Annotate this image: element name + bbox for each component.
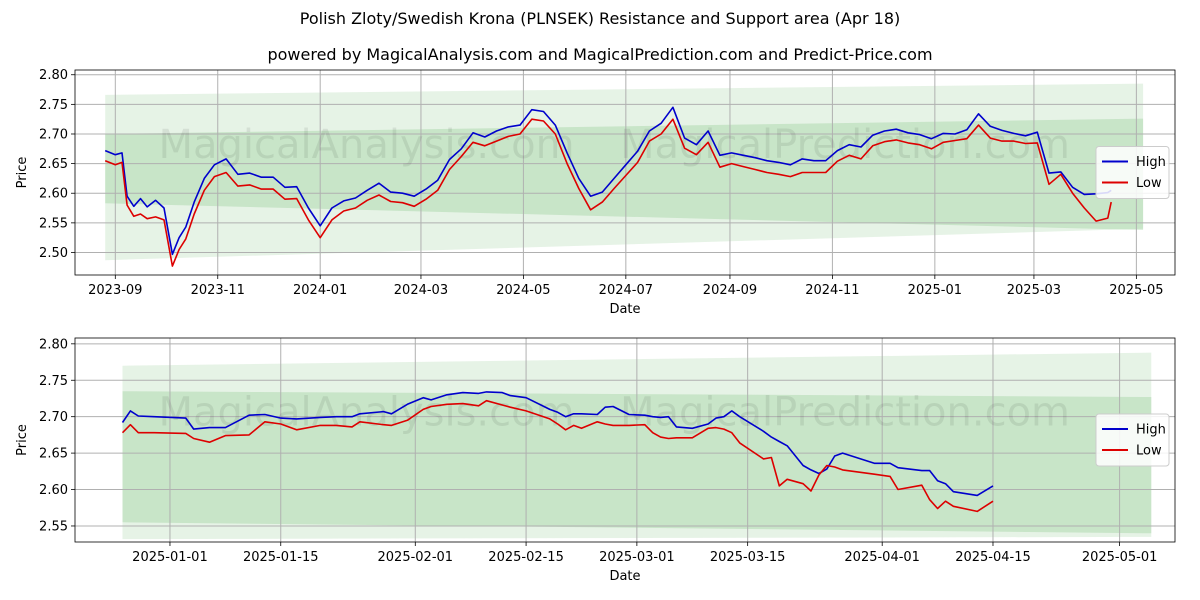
chart-panel-2: 2025-01-01 2025-01-15 2025-02-01 2025-02-15… [15,337,1176,584]
x-tick-label: 2025-02-15 [488,550,564,565]
x-tick-label: 2025-04-15 [955,550,1031,565]
x-tick-label: 2025-05 [1109,283,1163,298]
x-tick-label: 2025-01-15 [243,550,319,565]
watermark-prediction: MagicalPrediction.com [620,390,1070,436]
x-tick-label: 2023-11 [191,283,245,298]
x-axis-label: Date [609,569,640,584]
x-tick-label: 2025-01 [908,283,962,298]
x-axis-label: Date [609,302,640,317]
series-group [104,106,1112,267]
chart-subtitle: powered by MagicalAnalysis.com and Magic… [267,45,933,64]
y-axis-label: Price [15,424,30,456]
legend-label-high: High [1136,423,1166,438]
high-series-line [121,391,994,497]
watermark-prediction: MagicalPrediction.com [620,122,1070,168]
y-tick-label: 2.65 [39,157,68,172]
x-tick-label: 2025-05-01 [1082,550,1158,565]
y-tick-label: 2.70 [39,410,68,425]
chart-title: Polish Zloty/Swedish Krona (PLNSEK) Resi… [299,9,901,28]
legend-label-low: Low [1136,176,1162,191]
legend-label-low: Low [1136,444,1162,459]
y-tick-label: 2.50 [39,246,68,261]
y-tick-label: 2.60 [39,187,68,202]
outer-band [105,83,1144,261]
legend: High Low [1095,146,1170,199]
series-group [121,391,994,513]
plot-frame [74,337,1176,543]
x-tick-label: 2025-01-01 [132,550,208,565]
y-axis-label: Price [15,157,30,189]
y-tick-label: 2.70 [39,127,68,142]
x-tick-label: 2024-03 [394,283,448,298]
x-tick-label: 2024-09 [703,283,757,298]
legend-box [1095,413,1170,467]
y-tick-label: 2.80 [39,68,68,83]
y-tick-label: 2.75 [39,374,68,389]
y-tick-label: 2.60 [39,483,68,498]
x-tick-label: 2025-02-01 [378,550,454,565]
chart-panel-1: 2023-09 2023-11 2024-01 2024-03 2024-05 2024-… [15,68,1176,317]
plot-frame [74,69,1176,276]
high-series-line [104,106,1112,256]
x-tick-label: 2025-03 [1007,283,1061,298]
x-tick-label: 2024-01 [293,283,347,298]
x-tick-label: 2024-05 [496,283,550,298]
legend: High Low [1095,413,1170,467]
legend-box [1095,146,1170,199]
y-tick-label: 2.65 [39,447,68,462]
y-tick-label: 2.75 [39,98,68,113]
x-tick-label: 2025-04-01 [844,550,920,565]
y-tick-label: 2.55 [39,519,68,534]
low-series-line [104,118,1112,267]
x-tick-label: 2024-11 [805,283,859,298]
x-tick-label: 2025-03-01 [599,550,675,565]
y-tick-label: 2.80 [39,337,68,352]
x-tick-label: 2023-09 [88,283,142,298]
legend-label-high: High [1136,155,1166,170]
y-tick-label: 2.55 [39,216,68,231]
low-series-line [121,399,994,513]
x-tick-label: 2025-03-15 [710,550,786,565]
x-tick-label: 2024-07 [599,283,653,298]
